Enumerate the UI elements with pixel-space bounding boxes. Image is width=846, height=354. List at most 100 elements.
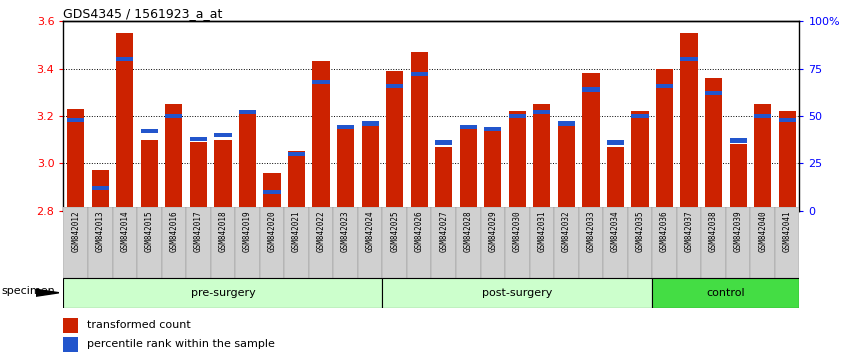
Bar [190,137,207,141]
Bar [677,207,701,278]
Text: GSM842029: GSM842029 [488,211,497,252]
Bar [508,111,526,211]
Bar [579,207,603,278]
Bar [603,207,628,278]
Bar [750,207,775,278]
Bar [484,127,502,131]
Bar [337,125,354,130]
Text: transformed count: transformed count [86,320,190,330]
Text: GSM842026: GSM842026 [415,211,424,252]
Bar [165,104,183,211]
Bar [333,207,358,278]
Text: GSM842019: GSM842019 [243,211,252,252]
Bar [410,72,428,76]
Bar [361,123,379,211]
Bar [235,207,260,278]
Bar [705,91,722,95]
Bar [386,84,404,88]
Text: GSM842025: GSM842025 [390,211,399,252]
Bar [530,207,554,278]
Bar [113,207,137,278]
Text: GSM842023: GSM842023 [341,211,350,252]
Bar [211,207,235,278]
Bar [140,139,158,211]
Bar [165,114,183,118]
Bar [91,170,109,211]
Bar [754,104,772,211]
Text: GSM842014: GSM842014 [120,211,129,252]
Text: GSM842032: GSM842032 [562,211,571,252]
Bar [162,207,186,278]
Text: GSM842041: GSM842041 [783,211,792,252]
Bar [656,84,673,88]
Bar [705,78,722,211]
Bar [410,52,428,211]
Bar [288,152,305,211]
Bar [607,140,624,144]
Text: GSM842017: GSM842017 [194,211,203,252]
Bar [137,207,162,278]
Text: GSM842034: GSM842034 [611,211,620,252]
Bar [214,133,232,137]
Text: GSM842028: GSM842028 [464,211,473,252]
Text: GSM842030: GSM842030 [513,211,522,252]
Bar [554,207,579,278]
Bar [263,173,281,211]
Text: GSM842021: GSM842021 [292,211,301,252]
Bar [652,207,677,278]
Bar [263,189,281,194]
Bar [190,142,207,211]
Text: GSM842038: GSM842038 [709,211,718,252]
Bar [582,87,600,92]
Text: GDS4345 / 1561923_a_at: GDS4345 / 1561923_a_at [63,7,222,20]
Bar [361,121,379,126]
Bar [312,62,330,211]
Text: GSM842020: GSM842020 [267,211,277,252]
Bar [558,121,575,211]
Bar [382,207,407,278]
Bar [533,104,551,211]
Bar [88,207,113,278]
Bar [558,121,575,126]
Bar [582,73,600,211]
Bar [628,207,652,278]
Bar [284,207,309,278]
Bar [67,109,85,211]
Bar [386,71,404,211]
Bar [186,207,211,278]
Bar [239,114,256,211]
Bar [775,207,799,278]
Bar [729,144,747,211]
Text: GSM842018: GSM842018 [218,211,228,252]
Bar [140,129,158,133]
Bar [337,128,354,211]
Bar [631,111,649,211]
Bar [701,207,726,278]
Bar [459,128,477,211]
Text: GSM842027: GSM842027 [439,211,448,252]
Text: GSM842039: GSM842039 [733,211,743,252]
Bar [484,130,502,211]
Bar [260,207,284,278]
Text: GSM842022: GSM842022 [316,211,326,252]
Bar [312,80,330,84]
Bar [652,278,799,308]
Bar [459,125,477,130]
Text: GSM842035: GSM842035 [635,211,645,252]
Text: specimen: specimen [2,286,56,296]
Bar [288,152,305,156]
Bar [67,118,85,122]
Bar [505,207,530,278]
Bar [754,114,772,118]
Text: GSM842033: GSM842033 [586,211,596,252]
Bar [726,207,750,278]
Bar [607,147,624,211]
Bar [456,207,481,278]
Text: GSM842040: GSM842040 [758,211,767,252]
Text: percentile rank within the sample: percentile rank within the sample [86,339,275,349]
Bar [533,110,551,114]
Text: control: control [706,288,745,298]
Text: pre-surgery: pre-surgery [190,288,255,298]
Bar [382,278,652,308]
Bar [116,57,134,61]
